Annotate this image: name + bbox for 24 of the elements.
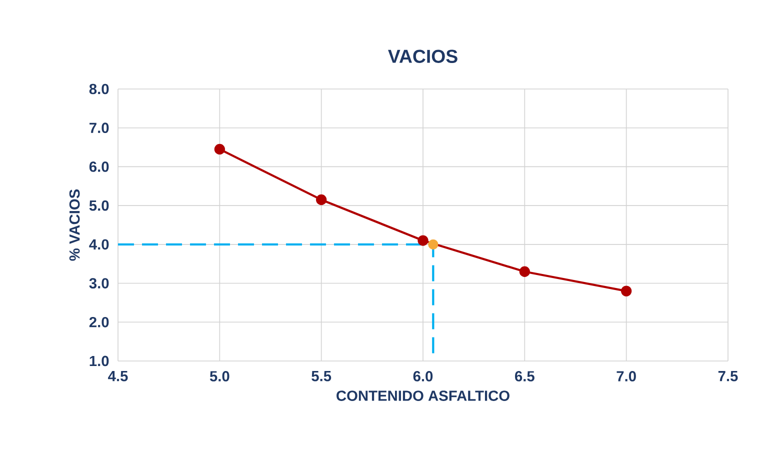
y-tick-label: 8.0 bbox=[89, 84, 109, 94]
point bbox=[214, 144, 226, 155]
point bbox=[428, 239, 438, 250]
x-tick-label: 6.5 bbox=[515, 371, 534, 382]
point bbox=[519, 266, 530, 277]
y-tick-label: 5.0 bbox=[89, 200, 109, 211]
point bbox=[316, 194, 327, 206]
point bbox=[418, 235, 428, 246]
x-tick-label: 7.5 bbox=[718, 371, 738, 382]
x-axis-title: CONTENIDO ASFALTICO bbox=[336, 390, 510, 401]
y-axis-title: % VACIOS bbox=[69, 189, 80, 261]
x-tick-label: 5.5 bbox=[312, 371, 332, 382]
y-tick-label: 1.0 bbox=[90, 356, 109, 366]
x-tick-label: 6.0 bbox=[413, 371, 433, 382]
y-tick-label: 3.0 bbox=[89, 278, 109, 288]
x-tick-label: 4.5 bbox=[108, 371, 128, 382]
x-tick-label: 5.0 bbox=[210, 371, 230, 382]
point bbox=[620, 286, 632, 296]
y-tick-label: 6.0 bbox=[89, 162, 109, 172]
chart-title: VACIOS bbox=[388, 50, 458, 63]
x-tick-label: 7.0 bbox=[616, 371, 636, 382]
y-tick-label: 7.0 bbox=[90, 122, 109, 134]
y-tick-label: 2.0 bbox=[89, 316, 109, 328]
y-tick-label: 4.0 bbox=[89, 239, 109, 250]
